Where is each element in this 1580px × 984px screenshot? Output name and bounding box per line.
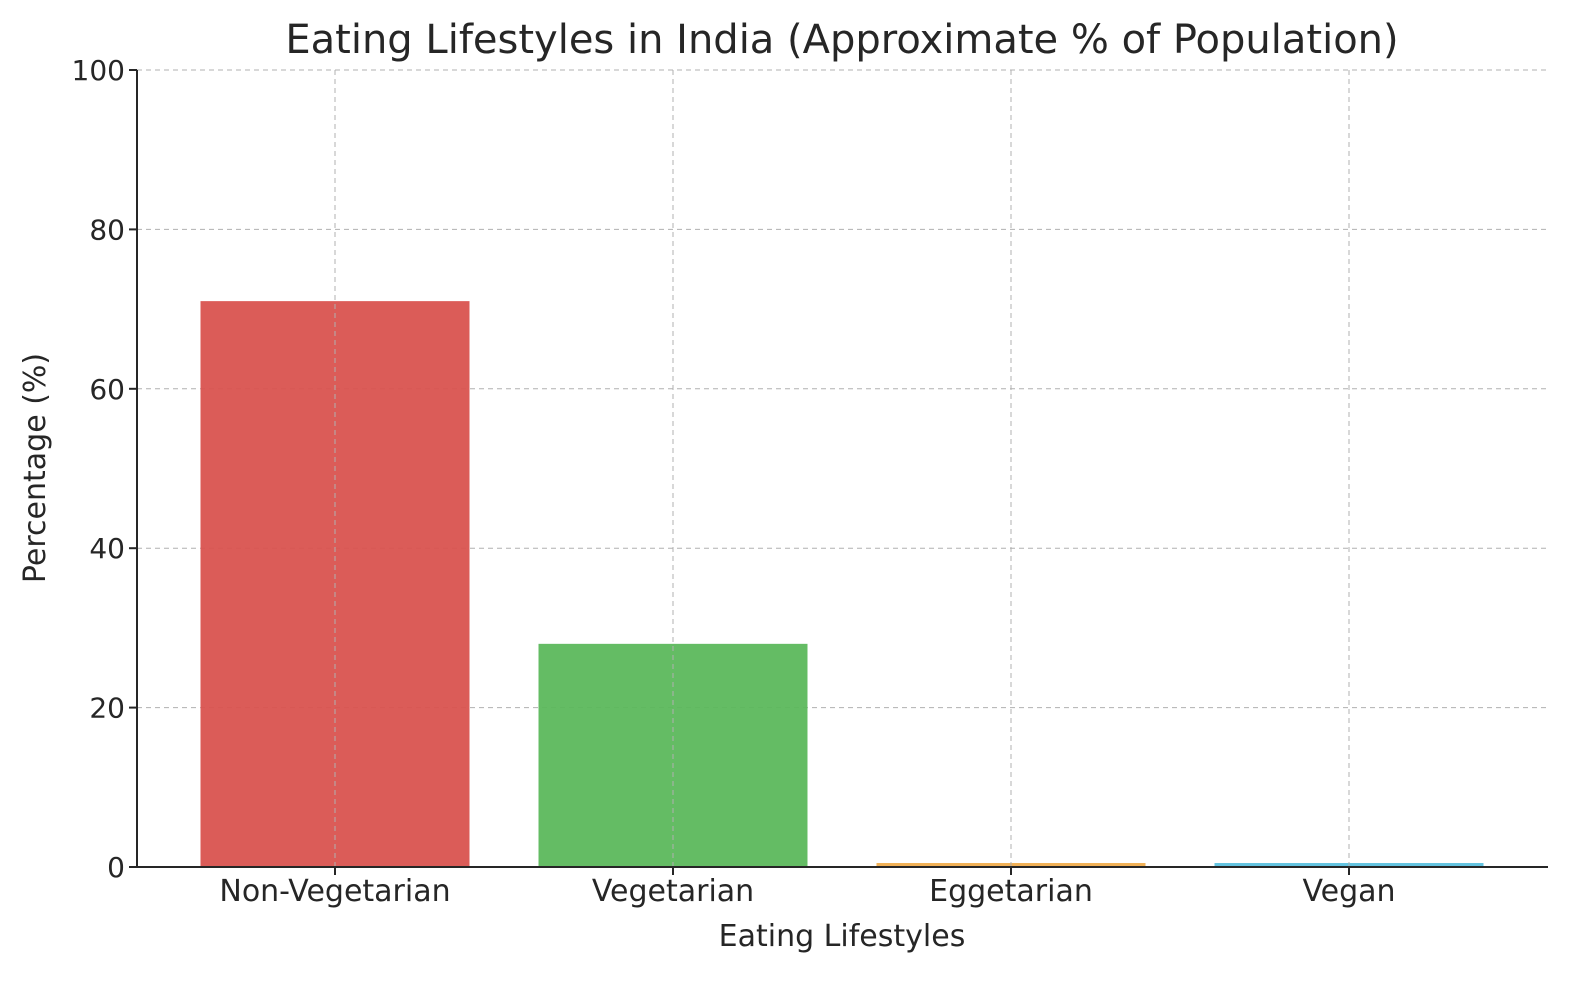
y-axis-label: Percentage (%) xyxy=(18,353,53,583)
x-tick-label: Non-Vegetarian xyxy=(219,874,450,909)
y-tick-label: 20 xyxy=(89,692,125,725)
x-tick-label: Vegetarian xyxy=(592,874,754,909)
x-tick-label: Eggetarian xyxy=(929,874,1093,909)
y-tick-label: 60 xyxy=(89,373,125,406)
x-axis-label: Eating Lifestyles xyxy=(719,919,966,954)
y-tick-label: 40 xyxy=(89,532,125,565)
chart-title: Eating Lifestyles in India (Approximate … xyxy=(285,17,1398,63)
y-tick-label: 100 xyxy=(72,54,125,87)
y-tick-label: 0 xyxy=(107,851,125,884)
x-tick-label: Vegan xyxy=(1302,874,1395,909)
y-tick-label: 80 xyxy=(89,213,125,246)
